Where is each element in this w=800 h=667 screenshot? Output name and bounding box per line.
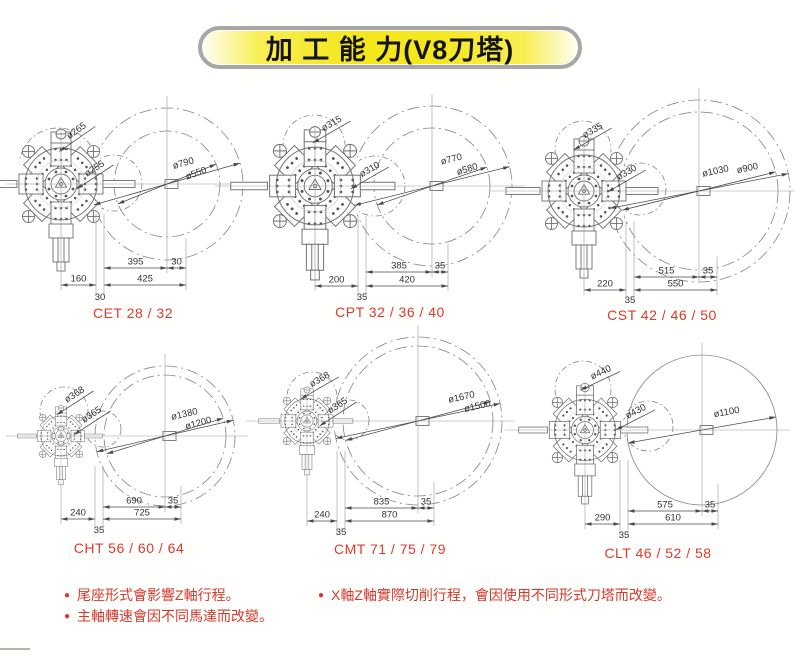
swing-dia-label: ø315 — [320, 114, 344, 134]
dim-label: 290 — [595, 513, 611, 524]
dim-label: 420 — [399, 275, 415, 286]
dim-label: 550 — [668, 279, 684, 290]
note-text: 尾座形式會影響Z軸行程。 — [77, 587, 240, 603]
gap-dim-label: 35 — [357, 292, 368, 303]
model-label-cet: CET 28 / 32 — [93, 305, 173, 321]
outer-dia-label: ø770 — [440, 152, 464, 168]
swing-dia-label: ø368 — [63, 384, 87, 405]
face-dia-label: ø365 — [80, 404, 104, 425]
model-label-clt: CLT 46 / 52 / 58 — [604, 545, 712, 561]
gap-dim-label: 35 — [625, 295, 636, 306]
note-axis-travel: ● X軸Z軸實際切削行程，會因使用不同形式刀塔而改變。 — [318, 585, 671, 605]
dim-label: 835 — [374, 497, 390, 508]
swing-dia-label: ø335 — [581, 121, 605, 141]
note-text: 主軸轉速會因不同馬達而改變。 — [77, 608, 274, 624]
turret-drawing — [0, 128, 136, 272]
page-title-text: 加 工 能 力(V8刀塔) — [265, 35, 515, 65]
outer-dia-label: ø1100 — [713, 405, 741, 420]
dim-label: 220 — [597, 279, 613, 290]
dim-label: 35 — [705, 500, 716, 511]
dim-label: 575 — [657, 500, 673, 511]
dim-label: 690 — [126, 496, 142, 507]
gap-dim-label: 30 — [95, 292, 106, 303]
dim-label: 870 — [382, 510, 398, 521]
gap-dim-label: 35 — [336, 527, 347, 538]
dim-label: 35 — [168, 496, 179, 507]
scan-artifact-line — [0, 648, 30, 650]
dim-label: 160 — [71, 274, 87, 285]
bullet-icon: ● — [318, 590, 325, 601]
swing-dia-label: ø368 — [308, 370, 332, 390]
note-tailstock: ● 尾座形式會影響Z軸行程。 — [64, 585, 240, 605]
turret-drawing — [230, 125, 396, 282]
dim-label: 725 — [134, 508, 150, 519]
model-label-cht: CHT 56 / 60 / 64 — [73, 540, 185, 556]
dim-label: 35 — [435, 261, 446, 272]
model-label-cst: CST 42 / 46 / 50 — [607, 307, 717, 323]
note-spindle-speed: ● 主軸轉速會因不同馬達而改變。 — [64, 606, 273, 626]
face-dia-label: ø310 — [358, 160, 382, 180]
inner-dia-label: ø580 — [455, 161, 479, 178]
dim-label: 240 — [70, 508, 86, 519]
bullet-icon: ● — [64, 590, 71, 601]
model-label-cmt: CMT 71 / 75 / 79 — [333, 541, 447, 557]
dim-label: 425 — [137, 274, 153, 285]
inner-dia-label: ø900 — [736, 161, 759, 176]
dim-label: 30 — [171, 257, 182, 268]
outer-dia-label: ø1670 — [447, 389, 476, 405]
dim-label: 515 — [659, 266, 675, 277]
dim-label: 35 — [421, 497, 432, 508]
model-label-cpt: CPT 32 / 36 / 40 — [335, 304, 445, 320]
page-title: 加 工 能 力(V8刀塔) — [198, 26, 582, 69]
dim-label: 200 — [329, 275, 345, 286]
bullet-icon: ● — [64, 611, 71, 622]
gap-dim-label: 35 — [94, 525, 105, 536]
note-text: X軸Z軸實際切削行程，會因使用不同形式刀塔而改變。 — [331, 587, 671, 603]
dim-label: 395 — [128, 257, 144, 268]
face-dia-label: ø430 — [624, 402, 648, 422]
dim-label: 385 — [391, 261, 407, 272]
dim-label: 610 — [665, 513, 681, 524]
gap-dim-label: 35 — [619, 530, 630, 541]
dim-label: 240 — [314, 510, 330, 521]
outer-dia-label: ø1030 — [701, 163, 730, 179]
dim-label: 35 — [703, 266, 714, 277]
